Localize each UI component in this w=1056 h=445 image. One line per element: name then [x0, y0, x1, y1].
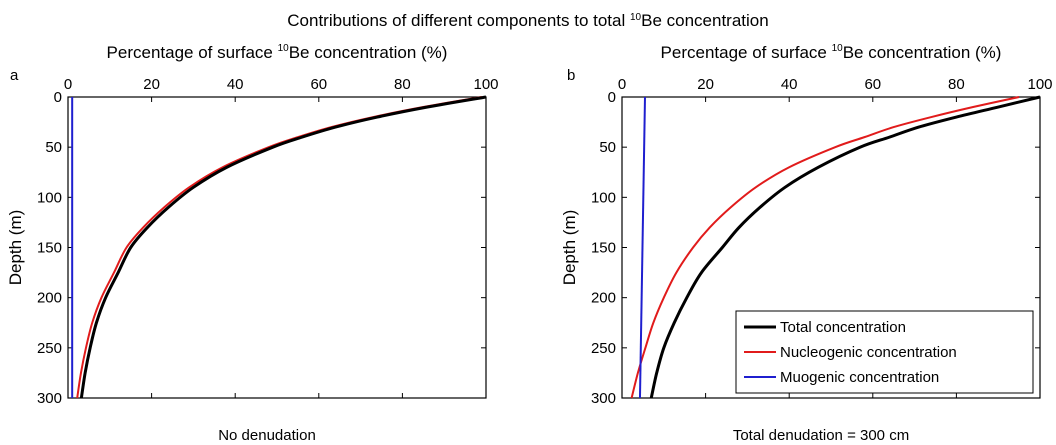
- x-tick-label: 40: [781, 76, 798, 93]
- x-tick-label: 100: [473, 76, 498, 93]
- legend-box: [735, 310, 1034, 394]
- panel-caption: Total denudation = 300 cm: [733, 427, 909, 444]
- series-line-nucleogenic: [76, 96, 482, 399]
- legend-label-muogenic: Muogenic concentration: [780, 369, 939, 386]
- series-line-muogenic: [638, 96, 646, 399]
- x-axis-label: Percentage of surface 10Be concentration…: [107, 43, 448, 62]
- x-tick-label: 80: [948, 76, 965, 93]
- x-axis-label-text: Percentage of surface: [661, 43, 832, 62]
- x-tick-label: 20: [143, 76, 160, 93]
- x-tick-label: 0: [64, 76, 72, 93]
- x-axis-label: Percentage of surface 10Be concentration…: [661, 43, 1002, 62]
- chart-panel-b: 0 20 40 60 80 100 0 50 100 150 200 250 300 Percentage…: [560, 43, 1053, 444]
- series-line-nucleogenic: [630, 96, 1020, 399]
- y-tick-label: 200: [37, 290, 62, 307]
- x-tick-label: 60: [864, 76, 881, 93]
- figure-title: Contributions of different components to…: [287, 11, 768, 30]
- x-axis-label-superscript: 10: [832, 43, 844, 54]
- chart-panel-a: 0 20 40 60 80 100 0 50 100 150 200 250 300 Percentage…: [6, 43, 499, 444]
- y-tick-label: 250: [591, 340, 616, 357]
- figure-title-text-end: Be concentration: [641, 11, 769, 30]
- y-tick-label: 100: [591, 189, 616, 206]
- y-tick-label: 300: [591, 390, 616, 407]
- x-tick-label: 0: [618, 76, 626, 93]
- figure-title-text: Contributions of different components to…: [287, 11, 630, 30]
- x-axis-label-text-end: Be concentration (%): [289, 43, 448, 62]
- x-axis-label-superscript: 10: [278, 43, 290, 54]
- y-tick-label: 150: [591, 240, 616, 257]
- x-tick-label: 80: [394, 76, 411, 93]
- y-tick-label: 100: [37, 189, 62, 206]
- y-tick-label: 250: [37, 340, 62, 357]
- panel-letter: a: [10, 67, 19, 84]
- legend-label-nucleogenic: Nucleogenic concentration: [780, 344, 957, 361]
- y-tick-label: 50: [45, 139, 62, 156]
- x-tick-label: 100: [1027, 76, 1052, 93]
- series-line-total: [649, 95, 1041, 399]
- x-tick-label: 40: [227, 76, 244, 93]
- y-tick-label: 0: [54, 89, 62, 106]
- panel-caption: No denudation: [218, 427, 316, 444]
- figure-title-superscript: 10: [630, 12, 642, 23]
- y-tick-label: 50: [599, 139, 616, 156]
- panel-letter: b: [567, 67, 575, 84]
- legend: Total concentration Nucleogenic concentra…: [735, 310, 1034, 394]
- y-tick-label: 300: [37, 390, 62, 407]
- x-axis-label-text: Percentage of surface: [107, 43, 278, 62]
- y-tick-label: 200: [591, 290, 616, 307]
- legend-label-total: Total concentration: [780, 319, 906, 336]
- x-tick-label: 60: [310, 76, 327, 93]
- y-axis-label: Depth (m): [560, 210, 579, 286]
- y-tick-label: 0: [608, 89, 616, 106]
- y-tick-label: 150: [37, 240, 62, 257]
- x-axis-label-text-end: Be concentration (%): [843, 43, 1002, 62]
- y-axis-label: Depth (m): [6, 210, 25, 286]
- series-line-total: [79, 95, 487, 399]
- x-tick-label: 20: [697, 76, 714, 93]
